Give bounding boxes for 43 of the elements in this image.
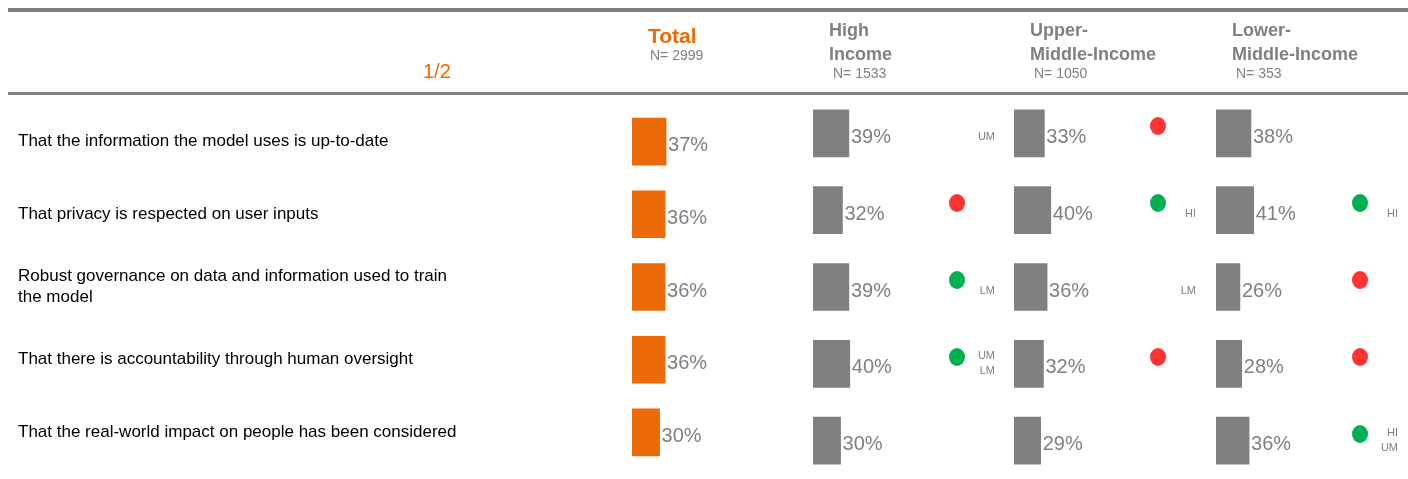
text: 1/2 bbox=[423, 60, 451, 83]
data-label: 39% bbox=[850, 124, 892, 147]
y-tick-label: That privacy is respected on user inputs bbox=[18, 203, 319, 223]
chart-subtitle: N= 1050 bbox=[1034, 65, 1089, 81]
data-label: 38% bbox=[1252, 124, 1294, 147]
data-label: 41% bbox=[1255, 201, 1296, 224]
chart-subtitle: N= 2999 bbox=[650, 47, 705, 63]
text: HI bbox=[1185, 207, 1196, 220]
y-tick-label: That the information the model uses is up-to-date bbox=[18, 131, 389, 151]
data-label: 40% bbox=[1052, 201, 1094, 224]
y-tick-label: That the real-world impact on people has been considered bbox=[18, 422, 457, 442]
data-label: 36% bbox=[667, 351, 708, 374]
data-label: 26% bbox=[1241, 278, 1283, 301]
text: Upper-Middle-Income bbox=[1030, 19, 1157, 66]
data-label: 36% bbox=[1049, 278, 1090, 301]
text: Lower-Middle-Income bbox=[1232, 19, 1359, 66]
text: UM bbox=[1380, 441, 1398, 454]
data-label: 36% bbox=[1251, 432, 1292, 455]
data-label: 37% bbox=[668, 133, 709, 156]
data-label: 36% bbox=[667, 205, 708, 228]
data-label: 32% bbox=[1045, 355, 1086, 378]
text: LM bbox=[979, 284, 995, 297]
data-label: 30% bbox=[842, 432, 883, 455]
data-label: 32% bbox=[844, 201, 885, 224]
data-label: 33% bbox=[1046, 124, 1087, 147]
data-label: 30% bbox=[661, 423, 702, 446]
text: LM bbox=[979, 364, 995, 377]
data-label: 40% bbox=[851, 355, 893, 378]
y-tick-label: That there is accountability through human oversight bbox=[18, 349, 414, 369]
text: HI bbox=[1387, 207, 1398, 220]
text: UM bbox=[977, 130, 995, 143]
data-label: 39% bbox=[850, 278, 892, 301]
text: LM bbox=[1180, 284, 1196, 297]
text: HI bbox=[1387, 426, 1398, 439]
data-label: 28% bbox=[1243, 355, 1285, 378]
y-tick-label: Robust governance on data and information used to train the model bbox=[18, 266, 448, 306]
data-label: 36% bbox=[667, 278, 708, 301]
chart-title: High Income bbox=[829, 20, 893, 64]
chart-title: Total bbox=[648, 24, 697, 47]
text: UM bbox=[977, 349, 995, 362]
chart-subtitle: N= 1533 bbox=[833, 65, 888, 81]
data-label: 29% bbox=[1042, 432, 1083, 455]
chart-subtitle: N= 353 bbox=[1236, 65, 1283, 81]
